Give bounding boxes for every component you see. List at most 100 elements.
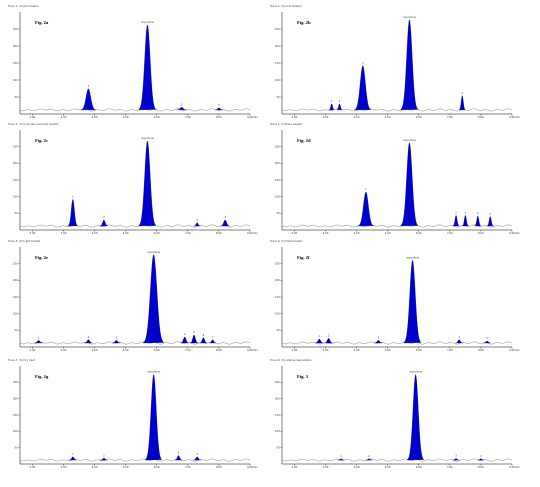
y-tick-label: 150	[275, 178, 280, 182]
chromatogram-panel: Trace 5: (S) Light treated 50 100 150 200 250…	[8, 239, 258, 352]
x-tick-label: 7.00	[447, 465, 453, 469]
y-tick-label: 200	[275, 278, 280, 282]
peak-label: 5	[486, 337, 488, 340]
peak-label: 2	[88, 336, 90, 339]
peak-label: 3	[178, 452, 180, 455]
chromatogram-peak	[214, 107, 224, 111]
x-tick-label: 2.00	[292, 465, 298, 469]
peak-label: 2	[368, 455, 370, 458]
chromatogram-peak	[189, 334, 199, 344]
chromatogram-peak	[34, 340, 43, 344]
x-tick-label: 2.00	[292, 231, 298, 235]
peak-label: 4	[196, 453, 198, 456]
peak-label: oxycodone	[409, 371, 422, 374]
peak-label: 4	[477, 212, 479, 215]
peak-label: 2	[103, 454, 105, 457]
axis-lines	[19, 130, 250, 231]
chromatogram-panel: Trace 2: (S) Acid treated 50 100 150 200 250 2…	[270, 4, 520, 119]
chromatogram-peak	[176, 107, 187, 111]
x-axis-unit: min	[253, 115, 258, 119]
y-tick-label: 50	[14, 328, 18, 332]
x-tick-label: 5.00	[385, 348, 391, 352]
chromatogram-peak	[84, 339, 93, 344]
x-tick-label: 6.00	[416, 348, 422, 352]
trace-baseline	[281, 341, 513, 345]
chromatogram-peak	[483, 340, 491, 344]
x-tick-label: 8.00	[478, 231, 484, 235]
x-tick-label: 9.00	[509, 465, 515, 469]
chromatogram-peak	[315, 338, 324, 344]
x-tick-label: 2.00	[292, 348, 298, 352]
x-tick-label: 2.00	[292, 115, 298, 119]
figure-label: Fig. 2d	[297, 138, 311, 143]
y-tick-label: 250	[13, 27, 18, 31]
x-tick-label: 5.00	[385, 465, 391, 469]
peak-label: oxycodone	[147, 251, 160, 254]
x-tick-label: 6.00	[154, 348, 160, 352]
chromatogram-peak	[68, 456, 77, 461]
x-tick-label: 6.00	[416, 231, 422, 235]
peak-label: 3	[196, 219, 198, 222]
x-tick-label: 3.00	[61, 115, 67, 119]
peak-label: 7	[212, 336, 214, 339]
peak-label: 3	[378, 337, 380, 340]
trace-baseline	[281, 458, 513, 462]
chromatogram-peak	[458, 95, 466, 111]
y-tick-label: 200	[13, 44, 18, 48]
x-tick-label: 5.00	[123, 348, 129, 352]
y-tick-label: 100	[275, 78, 280, 82]
y-tick-label: 250	[275, 262, 280, 266]
y-tick-label: 100	[13, 312, 18, 316]
trace-title: Trace 1: (S) Not treated	[8, 4, 39, 8]
peak-label: 3	[116, 337, 118, 340]
x-tick-label: 7.00	[447, 348, 453, 352]
x-tick-label: 3.00	[61, 465, 67, 469]
chromatogram-peak	[112, 340, 121, 344]
chromatogram-peak	[220, 219, 230, 227]
x-tick-label: 4.00	[354, 465, 360, 469]
chromatogram-peak	[452, 215, 460, 227]
x-tick-label: 9.00	[509, 231, 515, 235]
peak-label: 4	[458, 336, 460, 339]
x-tick-label: 4.00	[92, 115, 98, 119]
peak-label: 3	[218, 104, 220, 107]
figure-label: Fig. 2e	[35, 255, 48, 260]
figure-label: Fig. 2b	[297, 20, 311, 25]
chromatogram-peak	[477, 458, 485, 461]
trace-title: Trace 8: (S) relative degradation	[270, 358, 312, 362]
chromatogram-peak	[199, 337, 208, 344]
peak-label: oxycodone	[147, 371, 160, 374]
axis-lines	[19, 247, 250, 348]
x-tick-label: 5.00	[123, 115, 129, 119]
peak-label: 1	[340, 455, 342, 458]
y-tick-label: 200	[13, 278, 18, 282]
x-tick-label: 4.00	[354, 231, 360, 235]
x-tick-label: 8.00	[478, 348, 484, 352]
chromatogram-peak	[357, 191, 374, 227]
chromatogram-panel: Trace 7: (S) Dry heat 50 100 150 200 250 2.00 3…	[8, 358, 258, 469]
chromatogram-panel: Trace 8: (S) relative degradation5010015…	[270, 358, 520, 469]
x-tick-label: 9.00	[509, 115, 515, 119]
peak-label: 1	[72, 453, 74, 456]
x-tick-label: 7.00	[185, 115, 191, 119]
peak-label: 1	[72, 196, 74, 199]
chromatogram-panel: Trace 6: (S) Heat treated 50 100 150 200 250 2…	[270, 239, 520, 352]
x-tick-label: 8.00	[216, 231, 222, 235]
chromatogram-panel: Trace 3: (S) hydrogen peroxide treated 50…	[8, 122, 258, 235]
x-tick-label: 4.00	[92, 348, 98, 352]
peak-label: 6	[203, 334, 205, 337]
x-tick-label: 4.00	[354, 115, 360, 119]
y-tick-label: 50	[276, 211, 280, 215]
y-tick-label: 250	[13, 380, 18, 384]
chromatogram-peak	[452, 458, 460, 461]
chromatogram-peak	[407, 374, 425, 461]
chromatogram-peak	[328, 103, 335, 111]
y-tick-label: 200	[275, 397, 280, 401]
chromatogram-peak	[100, 457, 108, 461]
peak-label: 2	[181, 103, 183, 106]
y-tick-label: 100	[13, 429, 18, 433]
y-tick-label: 250	[13, 262, 18, 266]
y-tick-label: 50	[276, 446, 280, 450]
trace-baseline	[19, 224, 251, 228]
y-tick-label: 100	[275, 312, 280, 316]
